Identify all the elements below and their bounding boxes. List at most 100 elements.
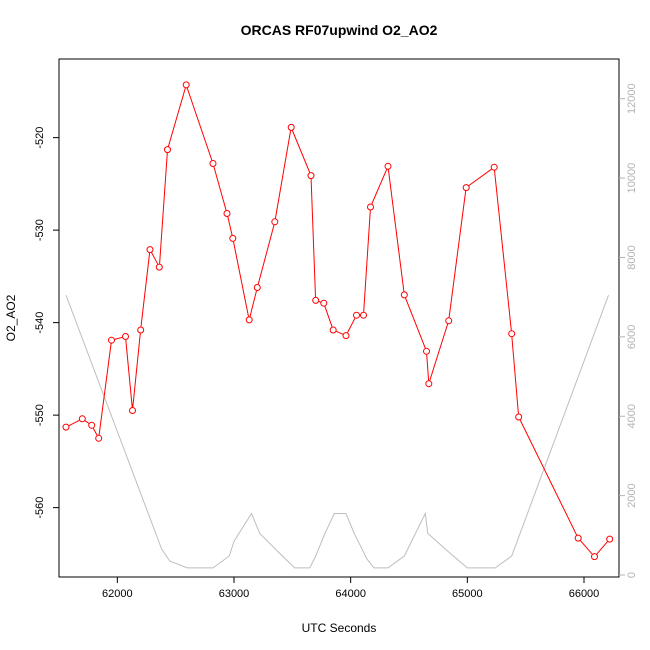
- primary-series-point: [271, 218, 279, 226]
- primary-series-segment: [494, 170, 512, 331]
- y2-tick-label: 10000: [626, 163, 638, 194]
- primary-series-segment: [132, 333, 141, 408]
- y-tick-label: -520: [34, 127, 46, 149]
- primary-series-point: [384, 162, 392, 170]
- primary-series-segment: [318, 301, 321, 303]
- primary-series-point: [137, 326, 145, 334]
- primary-series-point: [490, 163, 498, 171]
- x-tick-label: 63000: [219, 588, 250, 600]
- primary-series-segment: [371, 169, 388, 205]
- primary-series-segment: [291, 130, 311, 173]
- y-tick-label: -560: [34, 497, 46, 519]
- primary-series-point: [146, 246, 154, 254]
- primary-series-segment: [227, 216, 233, 236]
- primary-series-segment: [159, 152, 168, 264]
- primary-series-point: [122, 333, 129, 340]
- x-axis: 62000 63000 64000 65000 66000: [102, 577, 599, 600]
- y2-tick-label: 0: [626, 572, 638, 578]
- y-tick-label: -530: [34, 219, 46, 241]
- primary-series-point: [320, 299, 328, 307]
- primary-series-segment: [519, 419, 578, 536]
- primary-series-segment: [151, 252, 159, 265]
- primary-series-segment: [274, 130, 292, 219]
- x-tick-label: 65000: [452, 588, 483, 600]
- primary-series-segment: [310, 178, 316, 298]
- primary-series-point: [88, 421, 96, 429]
- primary-series-segment: [387, 169, 405, 292]
- primary-series-segment: [186, 87, 213, 161]
- primary-series-segment: [167, 87, 186, 147]
- primary-series-point: [462, 184, 470, 192]
- y2-tick-label: 8000: [626, 245, 638, 269]
- primary-series-segment: [468, 168, 492, 187]
- primary-series-point: [164, 146, 171, 154]
- primary-series-point: [129, 407, 136, 414]
- primary-series-point: [508, 330, 516, 338]
- primary-series-segment: [596, 541, 608, 555]
- primary-series-segment: [140, 252, 151, 327]
- x-tick-label: 66000: [569, 588, 600, 600]
- y-axis-right: 0 2000 4000 6000 8000 10000 12000: [619, 83, 638, 578]
- y-axis-left: -520 -530 -540 -550 -560: [34, 127, 59, 519]
- primary-series-segment: [324, 306, 333, 328]
- y2-tick-label: 2000: [626, 483, 638, 507]
- primary-series-segment: [98, 343, 112, 436]
- primary-series-point: [108, 336, 115, 344]
- primary-series-point: [253, 284, 261, 291]
- primary-series-point: [515, 413, 523, 421]
- primary-series-point: [367, 203, 374, 211]
- primary-series-point: [229, 234, 237, 242]
- y-tick-label: -550: [34, 404, 46, 426]
- chart-title: ORCAS RF07upwind O2_AO2: [241, 22, 438, 38]
- primary-series-segment: [426, 354, 430, 381]
- primary-series-point: [209, 160, 217, 167]
- primary-series-segment: [213, 166, 227, 211]
- secondary-series-line: [65, 295, 609, 569]
- primary-series-point: [307, 172, 315, 180]
- primary-series-point: [574, 534, 582, 542]
- series-layer: [62, 81, 614, 569]
- primary-series-point: [445, 317, 453, 325]
- y-axis-label: O2_AO2: [4, 294, 18, 341]
- primary-series-segment: [429, 323, 449, 381]
- primary-series-segment: [92, 427, 98, 436]
- primary-series-segment: [580, 540, 593, 555]
- primary-series-segment: [405, 297, 426, 349]
- primary-series-segment: [511, 336, 519, 414]
- primary-series-segment: [363, 210, 371, 312]
- primary-series-point: [400, 291, 408, 299]
- x-tick-label: 62000: [102, 588, 133, 600]
- primary-series-point: [360, 311, 367, 319]
- primary-series-point: [223, 210, 231, 217]
- primary-series-point: [312, 296, 320, 304]
- primary-series-segment: [125, 339, 133, 408]
- primary-series-point: [155, 263, 163, 271]
- primary-series-segment: [84, 420, 90, 424]
- primary-series-segment: [257, 224, 275, 285]
- primary-series-point: [606, 535, 614, 543]
- y-tick-label: -540: [34, 312, 46, 334]
- primary-series-segment: [347, 317, 356, 333]
- primary-series-segment: [335, 330, 344, 335]
- primary-series-point: [425, 380, 433, 388]
- primary-series-segment: [114, 336, 123, 340]
- primary-series-segment: [448, 190, 467, 318]
- primary-series-point: [245, 316, 253, 324]
- y2-tick-label: 6000: [626, 325, 638, 349]
- primary-series-point: [342, 332, 350, 340]
- x-axis-label: UTC Seconds: [302, 621, 377, 635]
- y2-tick-label: 4000: [626, 404, 638, 428]
- x-tick-label: 64000: [335, 588, 366, 600]
- primary-series-point: [78, 415, 86, 423]
- primary-series-point: [353, 311, 360, 319]
- primary-series-point: [329, 326, 337, 334]
- primary-series-point: [423, 347, 430, 355]
- plot-frame: [58, 58, 620, 578]
- primary-series-point: [591, 553, 598, 561]
- primary-series-segment: [68, 419, 80, 427]
- primary-series-segment: [249, 290, 257, 317]
- primary-series-point: [95, 434, 103, 442]
- primary-series-point: [287, 123, 295, 131]
- primary-series-segment: [233, 241, 249, 317]
